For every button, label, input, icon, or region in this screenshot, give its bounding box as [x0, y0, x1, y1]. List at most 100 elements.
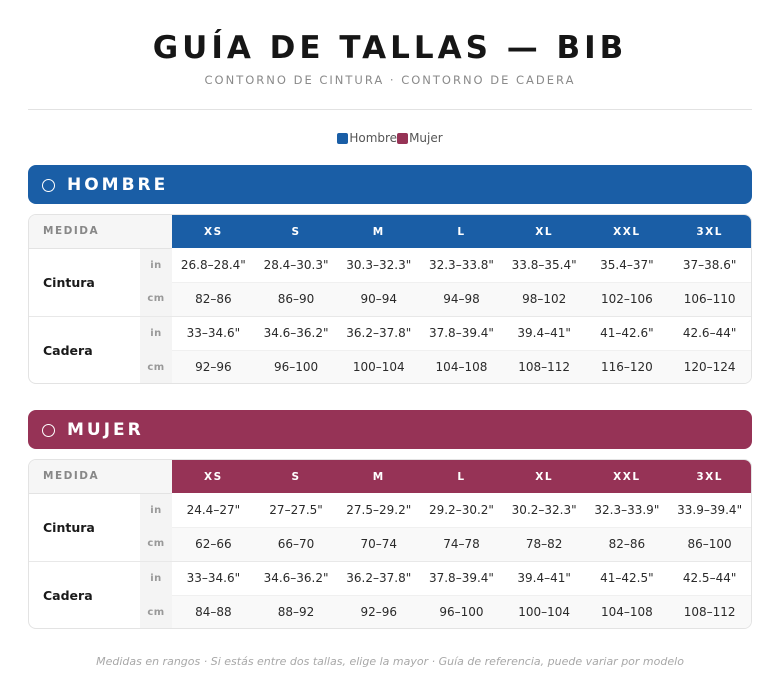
page-title: GUÍA DE TALLAS — BIB [152, 30, 628, 66]
size-value-cell: 36.2–37.8" [337, 561, 421, 596]
size-value-cell: 33.9–39.4" [668, 493, 751, 528]
size-value-cell: 94–98 [420, 282, 503, 317]
column-header-unit [140, 460, 172, 494]
size-value-cell: 32.3–33.9" [585, 493, 669, 528]
circle-icon [42, 424, 55, 437]
size-header: 3XL [668, 215, 751, 248]
size-value-cell: 34.6–36.2" [254, 316, 338, 351]
unit-label: cm [140, 350, 172, 383]
legend-label-mujer: Mujer [409, 131, 443, 145]
table-row: cm 62–66 66–70 70–74 74–78 78–82 82–86 86–100 [29, 527, 751, 562]
table-row: Cintura in 26.8–28.4" 28.4–30.3" 30.3–32.3" 3… [29, 248, 751, 317]
table-row: Cadera in 33–34.6" 34.6–36.2" 36.2–37.8" 37.8… [29, 316, 751, 383]
size-value-cell: 41–42.6" [585, 316, 669, 351]
column-header-unit [140, 215, 172, 249]
footer-note: Medidas en rangos · Si estás entre dos t… [96, 655, 684, 668]
size-value-cell: 24.4–27" [172, 493, 255, 528]
size-value-cell: 30.3–32.3" [337, 248, 421, 283]
size-value-cell: 102–106 [585, 282, 669, 317]
measure-label: Cintura [29, 248, 140, 317]
size-value-cell: 37–38.6" [668, 248, 751, 283]
size-value-cell: 100–104 [337, 350, 421, 383]
unit-label: cm [140, 527, 172, 562]
table-row: cm 92–96 96–100 100–104 104–108 108–112 116–12… [29, 350, 751, 383]
size-value-cell: 62–66 [172, 527, 255, 562]
size-value-cell: 74–78 [420, 527, 503, 562]
size-header: XXL [585, 460, 669, 493]
size-header: M [337, 460, 421, 493]
size-value-cell: 42.5–44" [668, 561, 751, 596]
size-value-cell: 35.4–37" [585, 248, 669, 283]
legend-label-hombre: Hombre [349, 131, 398, 145]
unit-label: in [140, 248, 172, 282]
unit-label: in [140, 561, 172, 595]
size-value-cell: 78–82 [502, 527, 586, 562]
size-value-cell: 32.3–33.8" [420, 248, 503, 283]
legend-swatch-mujer [397, 132, 409, 144]
unit-label: in [140, 493, 172, 527]
section-header-hombre: HOMBRE [28, 165, 752, 204]
size-value-cell: 28.4–30.3" [254, 248, 338, 283]
size-value-cell: 96–100 [420, 595, 503, 628]
size-value-cell: 29.2–30.2" [420, 493, 503, 528]
size-value-cell: 88–92 [254, 595, 338, 628]
size-header: XL [502, 215, 586, 248]
size-value-cell: 84–88 [172, 595, 255, 628]
size-value-cell: 86–100 [668, 527, 751, 562]
size-header: S [254, 215, 338, 248]
measure-label: Cintura [29, 493, 140, 562]
size-header: L [420, 460, 503, 493]
size-header: XXL [585, 215, 669, 248]
size-value-cell: 26.8–28.4" [172, 248, 255, 283]
legend-swatch-hombre [337, 132, 349, 144]
size-value-cell: 100–104 [502, 595, 586, 628]
size-value-cell: 92–96 [172, 350, 255, 383]
size-value-cell: 36.2–37.8" [337, 316, 421, 351]
size-header: XS [172, 215, 255, 248]
size-header: S [254, 460, 338, 493]
size-value-cell: 70–74 [337, 527, 421, 562]
column-header-medida: MEDIDA [29, 215, 140, 249]
legend-item-hombre: Hombre [337, 131, 397, 145]
size-header: XL [502, 460, 586, 493]
table-row: Cadera in 33–34.6" 34.6–36.2" 36.2–37.8" 37.8… [29, 561, 751, 628]
size-value-cell: 104–108 [585, 595, 669, 628]
circle-icon [42, 179, 55, 192]
size-value-cell: 30.2–32.3" [502, 493, 586, 528]
legend: Hombre Mujer [0, 131, 780, 145]
size-table-hombre-grid: MEDIDA XS S M L XL XXL 3XL Cintura in 26.8–28.4" 28… [29, 215, 751, 383]
size-value-cell: 90–94 [337, 282, 421, 317]
size-value-cell: 66–70 [254, 527, 338, 562]
measure-label: Cadera [29, 316, 140, 383]
size-value-cell: 120–124 [668, 350, 751, 383]
unit-label: cm [140, 595, 172, 628]
size-value-cell: 27.5–29.2" [337, 493, 421, 528]
size-header: 3XL [668, 460, 751, 493]
size-value-cell: 116–120 [585, 350, 669, 383]
size-table-hombre: MEDIDA XS S M L XL XXL 3XL Cintura in 26.8–28.4" 28… [28, 214, 752, 384]
column-header-medida: MEDIDA [29, 460, 140, 494]
size-value-cell: 96–100 [254, 350, 338, 383]
section-title-hombre: HOMBRE [67, 174, 169, 195]
size-value-cell: 33–34.6" [172, 316, 255, 351]
unit-label: cm [140, 282, 172, 317]
size-value-cell: 104–108 [420, 350, 503, 383]
size-value-cell: 92–96 [337, 595, 421, 628]
table-row: Cintura in 24.4–27" 27–27.5" 27.5–29.2" 29.2–… [29, 493, 751, 562]
size-header: L [420, 215, 503, 248]
size-value-cell: 39.4–41" [502, 561, 586, 596]
size-header: XS [172, 460, 255, 493]
header-divider [28, 109, 752, 110]
size-value-cell: 86–90 [254, 282, 338, 317]
size-value-cell: 37.8–39.4" [420, 561, 503, 596]
size-value-cell: 42.6–44" [668, 316, 751, 351]
page-subtitle: CONTORNO DE CINTURA · CONTORNO DE CADERA [204, 73, 576, 87]
size-value-cell: 33–34.6" [172, 561, 255, 596]
size-value-cell: 37.8–39.4" [420, 316, 503, 351]
section-title-mujer: MUJER [67, 419, 144, 440]
size-value-cell: 108–112 [668, 595, 751, 628]
size-value-cell: 106–110 [668, 282, 751, 317]
size-value-cell: 41–42.5" [585, 561, 669, 596]
size-table-mujer: MEDIDA XS S M L XL XXL 3XL Cintura in 24.4–27" 27–2… [28, 459, 752, 629]
table-row: cm 82–86 86–90 90–94 94–98 98–102 102–106 106–1… [29, 282, 751, 317]
